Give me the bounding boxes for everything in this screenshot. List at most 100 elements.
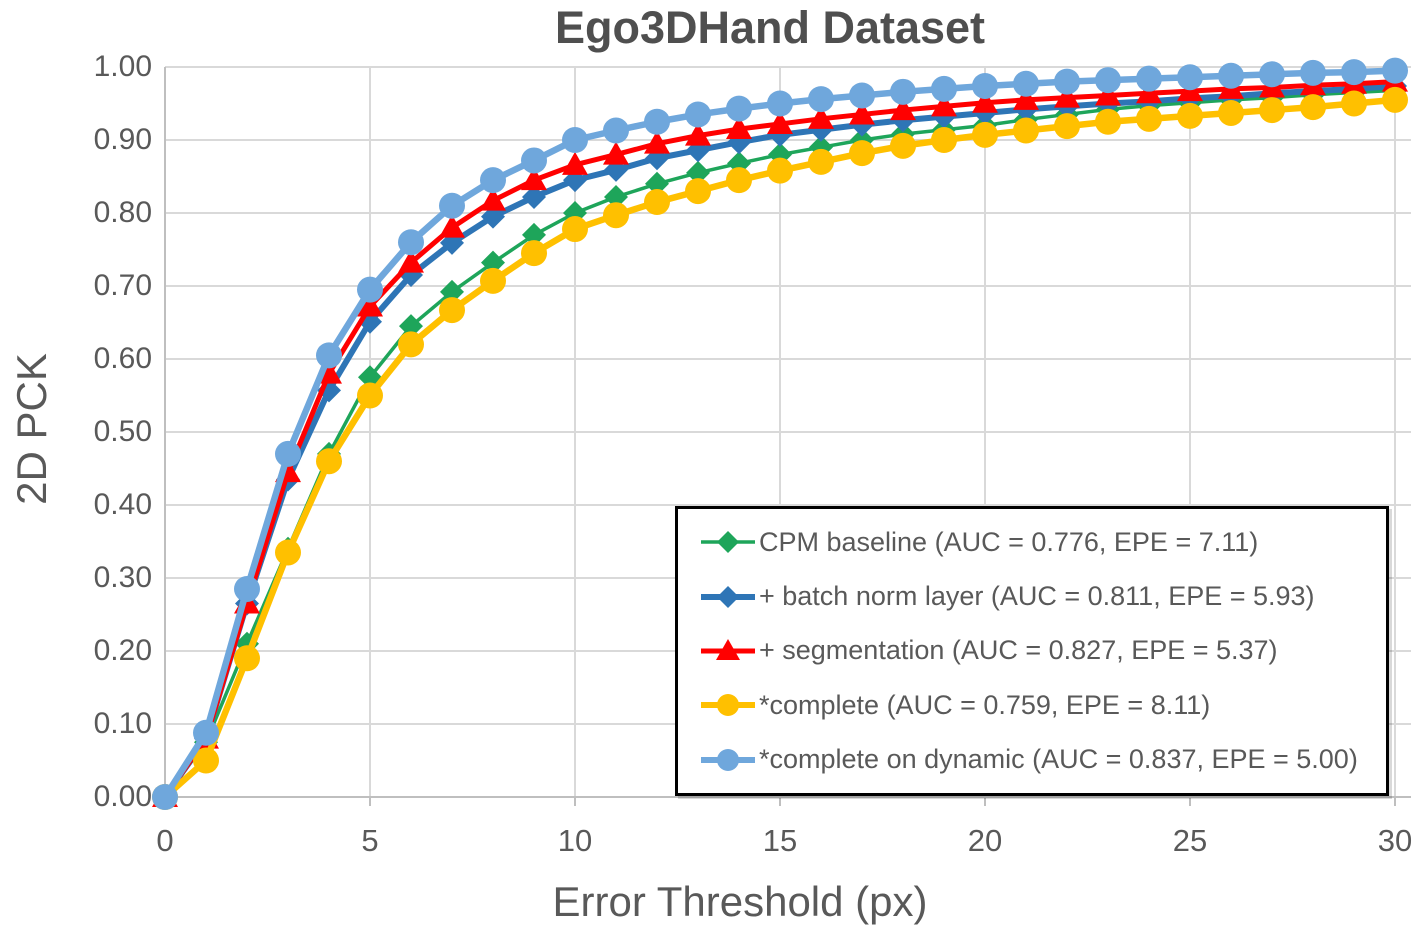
y-tick-label: 0.00 xyxy=(93,780,152,813)
series-marker-4 xyxy=(234,575,260,602)
y-tick-label: 0.80 xyxy=(93,196,152,229)
series-marker-4 xyxy=(603,117,629,144)
series-marker-3 xyxy=(726,167,752,194)
series-marker-3 xyxy=(644,189,670,216)
series-marker-2 xyxy=(1136,80,1162,104)
y-tick-label: 0.30 xyxy=(93,561,152,594)
series-marker-3 xyxy=(398,331,424,358)
legend-item: *complete on dynamic (AUC = 0.837, EPE =… xyxy=(678,744,1386,775)
series-marker-3 xyxy=(316,448,342,475)
series-marker-2 xyxy=(808,105,834,129)
series-marker-3 xyxy=(1218,99,1244,126)
series-marker-1 xyxy=(522,184,546,209)
series-marker-0 xyxy=(440,279,464,304)
series-marker-4 xyxy=(808,86,834,113)
series-marker-2 xyxy=(1095,82,1121,106)
series-marker-4 xyxy=(316,342,342,369)
series-marker-4 xyxy=(1177,64,1203,91)
series-marker-4 xyxy=(398,229,424,256)
series-marker-3 xyxy=(521,240,547,267)
series-marker-3 xyxy=(1382,86,1408,113)
series-marker-2 xyxy=(562,151,588,175)
series-marker-3 xyxy=(1341,90,1367,117)
x-tick-label: 20 xyxy=(967,823,1003,858)
series-marker-2 xyxy=(644,130,670,154)
x-tick-label: 25 xyxy=(1172,823,1208,858)
series-marker-4 xyxy=(521,147,547,174)
series-marker-3 xyxy=(1177,102,1203,129)
legend-item: *complete (AUC = 0.759, EPE = 8.11) xyxy=(678,690,1386,721)
series-marker-0 xyxy=(399,314,423,339)
series-marker-4 xyxy=(562,127,588,153)
chart-title: Ego3DHand Dataset xyxy=(554,2,986,53)
series-marker-3 xyxy=(1300,94,1326,121)
series-marker-2 xyxy=(931,93,957,117)
series-marker-2 xyxy=(439,214,465,238)
series-marker-4 xyxy=(1300,59,1326,86)
series-marker-0 xyxy=(686,160,710,185)
series-marker-4 xyxy=(685,101,711,128)
series-marker-2 xyxy=(890,97,916,121)
series-marker-2 xyxy=(726,116,752,140)
y-tick-label: 0.20 xyxy=(93,634,152,667)
series-marker-2 xyxy=(685,122,711,146)
series-marker-4 xyxy=(931,75,957,102)
legend-label: + batch norm layer (AUC = 0.811, EPE = 5… xyxy=(759,581,1315,612)
legend-item: + batch norm layer (AUC = 0.811, EPE = 5… xyxy=(678,581,1386,612)
y-tick-label: 0.90 xyxy=(93,123,152,156)
series-marker-4 xyxy=(439,192,465,219)
series-marker-4 xyxy=(890,78,916,105)
x-tick-label: 15 xyxy=(762,823,798,858)
legend-label: *complete (AUC = 0.759, EPE = 8.11) xyxy=(759,689,1211,720)
legend-marker-triangle-icon xyxy=(701,638,755,660)
series-marker-2 xyxy=(521,167,547,191)
series-marker-4 xyxy=(480,167,506,194)
x-tick-label: 30 xyxy=(1377,823,1413,858)
series-marker-3 xyxy=(193,747,219,774)
series-marker-4 xyxy=(1136,65,1162,92)
series-marker-3 xyxy=(357,382,383,409)
series-marker-3 xyxy=(1013,117,1039,144)
series-marker-3 xyxy=(439,297,465,324)
legend-marker-circle-icon xyxy=(701,694,755,717)
series-marker-0 xyxy=(522,222,546,247)
series-marker-4 xyxy=(1341,59,1367,86)
series-marker-2 xyxy=(603,141,629,165)
series-marker-4 xyxy=(193,719,219,746)
series-marker-3 xyxy=(1054,113,1080,140)
series-marker-4 xyxy=(1054,68,1080,95)
x-tick-label: 5 xyxy=(361,823,379,858)
series-marker-3 xyxy=(1259,97,1285,124)
series-marker-4 xyxy=(644,108,670,135)
series-marker-4 xyxy=(275,440,301,467)
series-marker-2 xyxy=(1013,86,1039,110)
x-tick-label: 0 xyxy=(156,823,174,858)
series-marker-3 xyxy=(480,267,506,294)
series-marker-3 xyxy=(931,127,957,153)
series-marker-4 xyxy=(1218,62,1244,89)
series-marker-4 xyxy=(849,82,875,109)
series-marker-2 xyxy=(357,293,383,317)
legend-label: + segmentation (AUC = 0.827, EPE = 5.37) xyxy=(759,635,1278,666)
y-tick-label: 0.70 xyxy=(93,269,152,302)
series-marker-4 xyxy=(152,784,178,810)
series-marker-3 xyxy=(275,539,301,566)
legend-marker-diamond-icon xyxy=(701,531,755,554)
y-tick-label: 0.10 xyxy=(93,707,152,740)
series-marker-2 xyxy=(480,187,506,211)
series-marker-3 xyxy=(767,157,793,184)
series-marker-4 xyxy=(1259,61,1285,88)
series-marker-3 xyxy=(972,121,998,148)
series-marker-1 xyxy=(481,204,505,229)
series-marker-3 xyxy=(562,216,588,243)
series-marker-4 xyxy=(1095,67,1121,94)
legend-label: CPM baseline (AUC = 0.776, EPE = 7.11) xyxy=(759,526,1259,557)
x-axis-title: Error Threshold (px) xyxy=(552,878,928,925)
series-marker-2 xyxy=(1054,84,1080,108)
series-marker-3 xyxy=(1095,108,1121,135)
series-marker-0 xyxy=(481,250,505,275)
series-marker-3 xyxy=(234,645,260,672)
y-tick-label: 1.00 xyxy=(93,50,152,83)
